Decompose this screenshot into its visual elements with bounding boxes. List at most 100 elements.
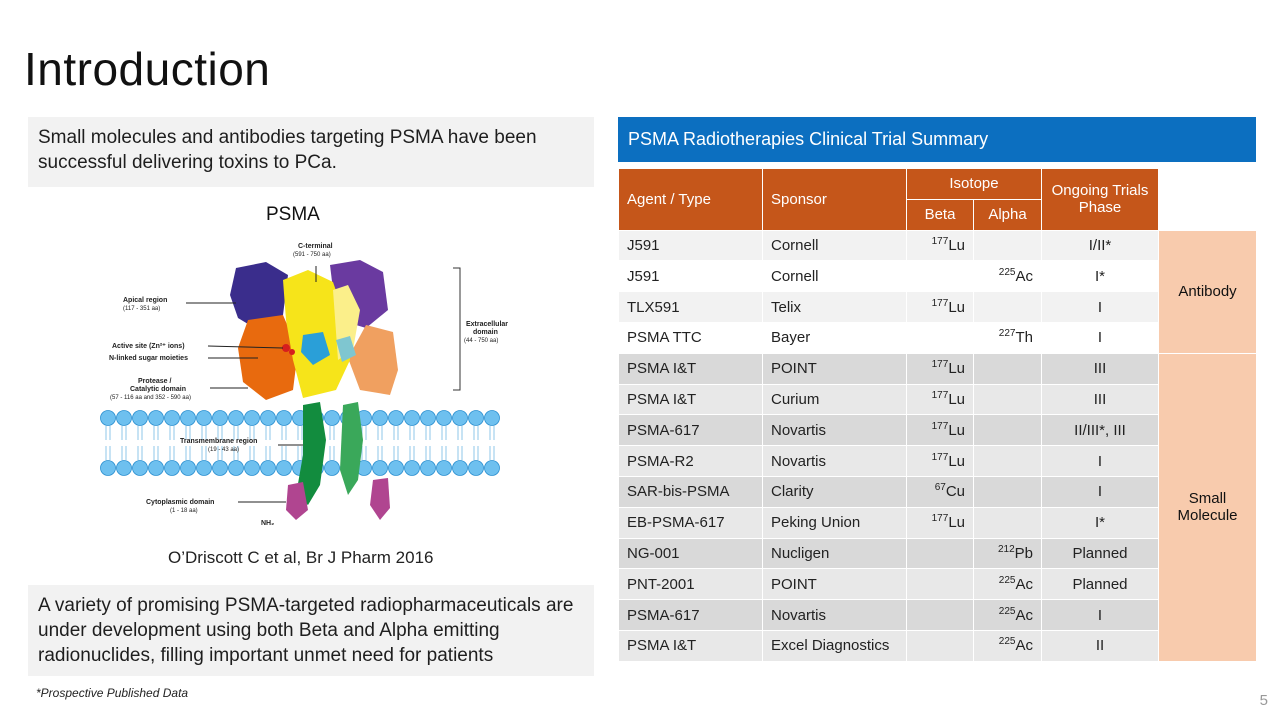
label-catalytic: Catalytic domain [130, 386, 186, 393]
cell-alpha [973, 383, 1042, 416]
cell-sponsor: Clarity [762, 475, 907, 508]
cell-text: Novartis [771, 452, 827, 470]
cell-beta [906, 599, 974, 631]
cell-text: I/II* [1088, 236, 1112, 254]
cell-alpha: 225Ac [973, 260, 1042, 293]
isotope-element: Lu [948, 360, 965, 378]
cell-beta [906, 260, 974, 293]
cell-beta: 177Lu [906, 229, 974, 262]
label-c-terminal: C-terminal [298, 243, 333, 250]
cell-text: Curium [771, 390, 820, 408]
cell-phase: I* [1041, 260, 1159, 293]
cell-agent: SAR-bis-PSMA [618, 475, 763, 508]
cell-text: Nucligen [771, 544, 830, 562]
cell-agent: J591 [618, 260, 763, 293]
cell-text: I [1097, 452, 1103, 470]
cell-phase: Planned [1041, 568, 1159, 601]
table-row: SAR-bis-PSMA Clarity 67Cu I [618, 475, 1257, 508]
header-sponsor: Sponsor [762, 168, 907, 231]
cell-sponsor: Cornell [762, 229, 907, 262]
label-cytoplasmic-range: (1 - 18 aa) [170, 508, 198, 514]
cell-sponsor: Peking Union [762, 506, 907, 539]
cell-phase: I [1041, 599, 1159, 631]
cell-sponsor: POINT [762, 568, 907, 601]
isotope-element: Cu [945, 483, 965, 501]
isotope-mass: 177 [931, 451, 949, 463]
psma-figure-label: PSMA [266, 204, 320, 225]
table-row: PSMA I&T Curium 177Lu III [618, 383, 1257, 416]
cell-sponsor: Novartis [762, 445, 907, 477]
cell-sponsor: Nucligen [762, 537, 907, 570]
cell-text: I [1097, 329, 1103, 347]
cell-alpha [973, 229, 1042, 262]
isotope-mass: 212 [997, 543, 1015, 555]
cell-phase: III [1041, 383, 1159, 416]
cell-text: PSMA I&T [627, 390, 697, 408]
cell-alpha [973, 352, 1042, 385]
isotope-mass: 67 [934, 482, 946, 494]
cell-text: Cornell [771, 236, 819, 254]
cell-phase: I* [1041, 506, 1159, 539]
cell-text: J591 [627, 236, 660, 254]
isotope-element: Lu [948, 390, 965, 408]
cell-sponsor: Novartis [762, 414, 907, 447]
cell-text: Bayer [771, 329, 811, 347]
cell-agent: PSMA I&T [618, 352, 763, 385]
cell-beta: 177Lu [906, 383, 974, 416]
label-extracellular-range: (44 - 750 aa) [464, 338, 498, 344]
cell-agent: PSMA I&T [618, 383, 763, 416]
cell-sponsor: Curium [762, 383, 907, 416]
cell-text: Novartis [771, 606, 827, 624]
cell-text: Small Molecule [1177, 490, 1238, 525]
isotope-element: Ac [1015, 606, 1033, 624]
cell-text: Planned [1072, 575, 1128, 593]
cell-text: PSMA I&T [627, 637, 697, 655]
cell-phase: II/III*, III [1041, 414, 1159, 447]
cell-sponsor: Bayer [762, 321, 907, 354]
label-c-terminal-range: (591 - 750 aa) [293, 252, 331, 258]
header-agent: Agent / Type [618, 168, 763, 231]
isotope-mass: 177 [931, 389, 949, 401]
cell-text: Excel Diagnostics [771, 637, 890, 655]
cell-sponsor: Novartis [762, 599, 907, 631]
isotope-element: Lu [948, 298, 965, 316]
cell-alpha: 227Th [973, 321, 1042, 354]
table-row: J591 Cornell 225Ac I* [618, 260, 1257, 293]
cell-agent: TLX591 [618, 291, 763, 323]
cell-text: Novartis [771, 421, 827, 439]
cell-text: PSMA-617 [627, 606, 700, 624]
table-row: PSMA I&T Excel Diagnostics 225Ac II [618, 629, 1257, 662]
cell-phase: III [1041, 352, 1159, 385]
label-n-linked: N-linked sugar moieties [109, 355, 188, 362]
cell-text: PSMA I&T [627, 360, 697, 378]
cell-alpha: 225Ac [973, 599, 1042, 631]
cell-text: Peking Union [771, 514, 861, 532]
table-row: EB-PSMA-617 Peking Union 177Lu I* [618, 506, 1257, 539]
header-phase: Ongoing Trials Phase [1041, 168, 1159, 231]
isotope-mass: 225 [998, 605, 1016, 617]
cell-alpha: 225Ac [973, 568, 1042, 601]
psma-structure-figure: C-terminal (591 - 750 aa) Apical region … [98, 240, 516, 528]
isotope-mass: 177 [931, 297, 949, 309]
summary-text: A variety of promising PSMA-targeted rad… [38, 595, 574, 666]
cell-phase: II [1041, 629, 1159, 662]
cell-text: Clarity [771, 483, 814, 501]
isotope-mass: 177 [931, 513, 949, 525]
cell-beta: 177Lu [906, 445, 974, 477]
cell-text: II/III*, III [1074, 421, 1126, 439]
cell-sponsor: Telix [762, 291, 907, 323]
cell-phase: I [1041, 321, 1159, 354]
cell-agent: PNT-2001 [618, 568, 763, 601]
cell-agent: PSMA TTC [618, 321, 763, 354]
cell-beta: 177Lu [906, 291, 974, 323]
cell-text: Telix [771, 298, 802, 316]
cell-text: PNT-2001 [627, 575, 695, 593]
label-extracellular: Extracellular [466, 321, 508, 328]
cell-text: I [1097, 606, 1103, 624]
cell-alpha [973, 475, 1042, 508]
cell-text: I* [1094, 267, 1105, 285]
table-row: PSMA I&T POINT 177Lu III Small Molecule [618, 352, 1257, 662]
cell-beta: 177Lu [906, 414, 974, 447]
label-transmembrane: Transmembrane region [180, 438, 257, 445]
table-row: PSMA-617 Novartis 177Lu II/III*, III [618, 414, 1257, 447]
